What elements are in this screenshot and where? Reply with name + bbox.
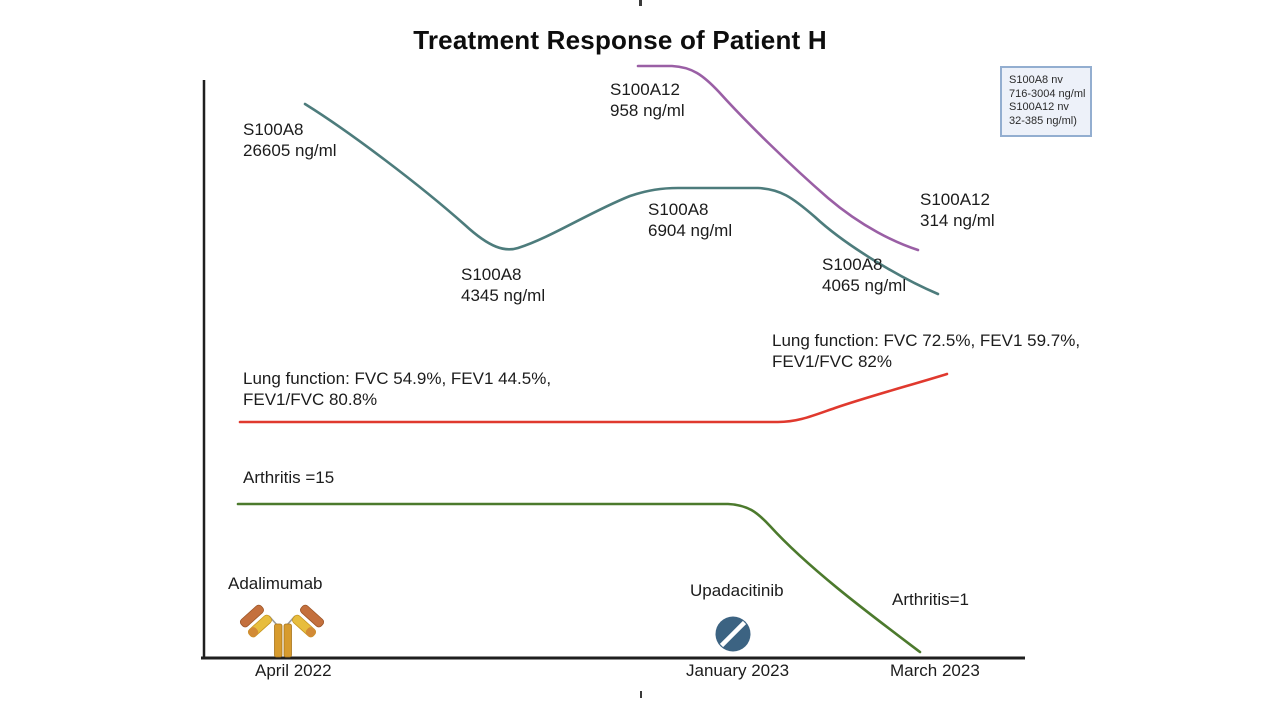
s100a8-trough-label: S100A8 4345 ng/ml [461,265,546,305]
slide-crop-mark-bottom [640,691,642,698]
s100a8-start-label: S100A8 26605 ng/ml [243,120,337,160]
s100a8-peak-label: S100A8 6904 ng/ml [648,200,733,240]
s100a12-start-label: S100A12 958 ng/ml [610,80,685,120]
slide-crop-mark-top [639,0,642,6]
pill-icon [715,616,751,652]
treatment-adalimumab-label: Adalimumab [228,574,323,593]
lung-function-baseline-label: Lung function: FVC 54.9%, FEV1 44.5%, FE… [243,369,552,409]
reference-range-box: S100A8 nv 716-3004 ng/ml S100A12 nv 32-3… [1000,66,1092,137]
page-title: Treatment Response of Patient H [413,25,827,55]
s100a8-end-label: S100A8 4065 ng/ml [822,255,907,295]
s100a12-curve [636,64,920,252]
x-tick-april-2022: April 2022 [255,661,332,680]
arthritis-followup-label: Arthritis=1 [892,590,969,609]
x-tick-january-2023: January 2023 [686,661,790,680]
lung-function-curve [238,372,949,424]
s100a8-curve [303,102,940,296]
x-tick-march-2023: March 2023 [890,661,980,680]
s100a12-end-label: S100A12 314 ng/ml [920,190,995,230]
lung-function-followup-label: Lung function: FVC 72.5%, FEV1 59.7%, FE… [772,331,1081,371]
arthritis-curve [236,502,922,654]
arthritis-baseline-label: Arthritis =15 [243,468,335,487]
antibody-icon [239,604,325,658]
treatment-upadacitinib-label: Upadacitinib [690,581,784,600]
